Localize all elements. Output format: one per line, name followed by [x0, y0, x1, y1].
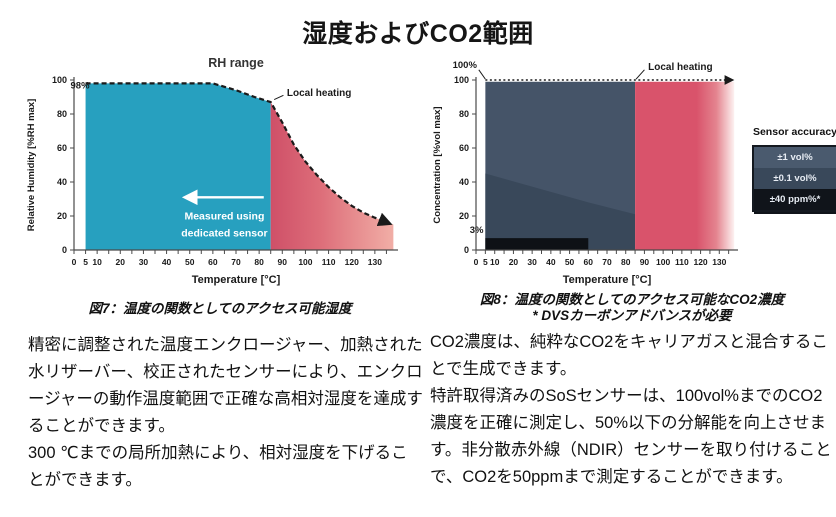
x-tick-40: 40 — [162, 257, 172, 267]
y-tick-100: 100 — [52, 75, 67, 85]
x-tick-10: 10 — [490, 257, 500, 267]
y-tick-60: 60 — [57, 143, 67, 153]
chart-title: RH range — [208, 56, 264, 70]
x-tick-80: 80 — [621, 257, 631, 267]
x-tick-100: 100 — [656, 257, 670, 267]
x-tick-10: 10 — [92, 257, 102, 267]
y-tick-80: 80 — [57, 109, 67, 119]
y-tick-0: 0 — [464, 245, 469, 255]
measured-region — [85, 83, 271, 251]
local-heating-region — [635, 81, 735, 250]
figure8-caption-line2: * DVSカーボンアドバンスが必要 — [532, 308, 732, 323]
x-tick-110: 110 — [675, 257, 689, 267]
right-paragraph-1: CO2濃度は、純粋なCO2をキャリアガスと混合することで生成できます。 — [430, 333, 828, 378]
measured-note-line1: Measured using — [184, 210, 264, 222]
x-tick-30: 30 — [527, 257, 537, 267]
figure8-caption: 図8：温度の関数としてのアクセス可能なCO2濃度 * DVSカーボンアドバンスが… — [432, 292, 832, 324]
x-tick-0: 0 — [474, 257, 479, 267]
y-tick-80: 80 — [459, 109, 469, 119]
co2-range-chart-svg: 0 5 10 20 30 40 50 60 70 80 90 100 110 120 13002040608… — [432, 60, 738, 286]
figure7-caption: 図7：温度の関数としてのアクセス可能湿度 — [88, 301, 352, 316]
rh-range-chart: 0 5 10 20 30 40 50 60 70 80 90 100 110 120 130 0 20 40 60 8… — [24, 54, 416, 294]
legend-title: Sensor accuracy — [752, 126, 836, 138]
envelope — [85, 82, 393, 227]
page-title: 湿度およびCO2範囲 — [302, 20, 534, 48]
x-tick-130: 130 — [368, 257, 382, 267]
x-tick-5: 5 — [83, 257, 88, 267]
max-rh-label: 98% — [71, 81, 91, 92]
co2-range-chart: 0 5 10 20 30 40 50 60 70 80 90 100 110 120 130 0 20 40 60 8… — [430, 54, 752, 294]
min-conc-label: 3% — [470, 225, 484, 236]
x-tick-80: 80 — [254, 257, 264, 267]
legend-item-0: ±1 vol% — [754, 147, 836, 168]
y-axis-label: Concentration [%vol max] — [432, 106, 443, 223]
left-paragraph-1: 精密に調整された温度エンクロージャー、加熱された水リザーバー、校正されたセンサー… — [28, 336, 423, 435]
y-tick-60: 60 — [459, 143, 469, 153]
accuracy-01vol-region — [485, 173, 636, 250]
local-heating-label: Local heating — [287, 88, 351, 99]
legend-box: ±1 vol% ±0.1 vol% ±40 ppm%* — [752, 145, 836, 212]
x-tick-50: 50 — [185, 257, 195, 267]
y-tick-20: 20 — [459, 211, 469, 221]
legend-item-2: ±40 ppm%* — [754, 189, 836, 210]
x-tick-20: 20 — [509, 257, 519, 267]
max-conc-label: 100% — [453, 60, 478, 71]
x-tick-20: 20 — [116, 257, 126, 267]
right-body-text: CO2濃度は、純粋なCO2をキャリアガスと混合することで生成できます。 特許取得… — [430, 329, 832, 491]
x-axis-label: Temperature [°C] — [563, 274, 652, 286]
x-tick-110: 110 — [322, 257, 336, 267]
x-tick-100: 100 — [298, 257, 312, 267]
x-axis-label: Temperature [°C] — [192, 274, 281, 286]
local-heating-region — [270, 102, 394, 250]
measured-note-line2: dedicated sensor — [181, 227, 267, 239]
y-tick-40: 40 — [459, 177, 469, 187]
legend-item-1: ±0.1 vol% — [754, 168, 836, 189]
x-tick-70: 70 — [602, 257, 612, 267]
left-paragraph-2: 300 ℃までの局所加熱により、相対湿度を下げることができます。 — [28, 444, 408, 489]
local-heating-pointer — [635, 69, 645, 80]
rh-range-chart-svg: 0 5 10 20 30 40 50 60 70 80 90 100 110 120 13002040608… — [26, 56, 398, 286]
x-tick-130: 130 — [712, 257, 726, 267]
x-tick-70: 70 — [231, 257, 241, 267]
right-paragraph-2: 特許取得済みのSoSセンサーは、100vol%までのCO2濃度を正確に測定し、5… — [430, 387, 832, 486]
x-tick-30: 30 — [139, 257, 149, 267]
x-tick-120: 120 — [693, 257, 707, 267]
figure8-caption-line1: 図8：温度の関数としてのアクセス可能なCO2濃度 — [479, 292, 785, 307]
x-tick-90: 90 — [640, 257, 650, 267]
accuracy-40ppm-region — [485, 238, 589, 250]
local-heating-label: Local heating — [648, 62, 712, 73]
y-axis-label: Relative Humidity [%RH max] — [26, 99, 37, 232]
max-conc-pointer — [478, 69, 486, 80]
x-tick-40: 40 — [546, 257, 556, 267]
y-tick-40: 40 — [57, 177, 67, 187]
x-tick-5: 5 — [483, 257, 488, 267]
x-tick-60: 60 — [208, 257, 218, 267]
y-tick-0: 0 — [62, 245, 67, 255]
x-tick-50: 50 — [565, 257, 575, 267]
y-tick-100: 100 — [454, 75, 469, 85]
x-tick-60: 60 — [584, 257, 594, 267]
y-tick-20: 20 — [57, 211, 67, 221]
sensor-accuracy-legend: Sensor accuracy ±1 vol% ±0.1 vol% ±40 ppm%… — [752, 126, 836, 212]
left-body-text: 精密に調整された温度エンクロージャー、加熱された水リザーバー、校正されたセンサー… — [28, 332, 424, 494]
local-heating-pointer — [273, 94, 284, 101]
x-tick-120: 120 — [345, 257, 359, 267]
x-tick-90: 90 — [278, 257, 288, 267]
x-tick-0: 0 — [72, 257, 77, 267]
